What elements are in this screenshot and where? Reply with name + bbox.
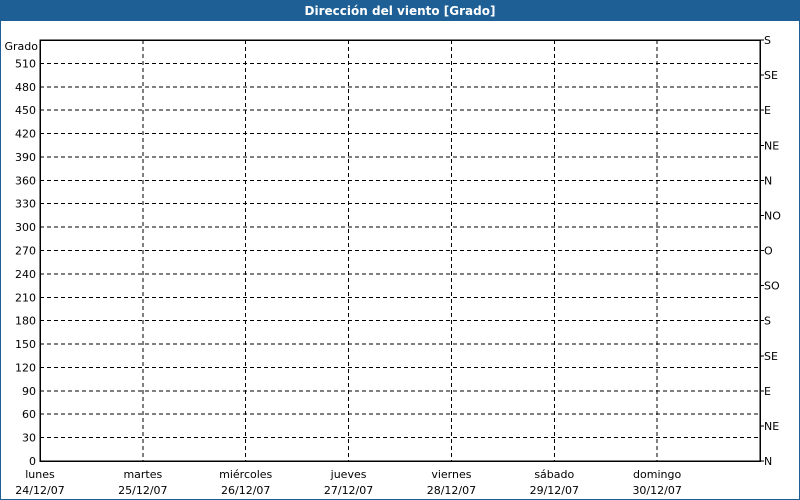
x-tick-date: 26/12/07 bbox=[221, 484, 270, 497]
y-tick-label: 420 bbox=[15, 128, 36, 141]
y2-tick-label: NO bbox=[764, 209, 781, 222]
y-tick-label: 90 bbox=[22, 385, 36, 398]
y-tick-label: 0 bbox=[29, 455, 36, 468]
x-tick-date: 27/12/07 bbox=[324, 484, 373, 497]
y-tick-label: 150 bbox=[15, 338, 36, 351]
x-tick-day: lunes bbox=[25, 468, 55, 481]
y2-tick-label: S bbox=[764, 34, 771, 47]
x-tick-date: 30/12/07 bbox=[632, 484, 681, 497]
x-tick-day: domingo bbox=[633, 468, 681, 481]
y-tick-label: 330 bbox=[15, 198, 36, 211]
y-tick-label: 480 bbox=[15, 81, 36, 94]
y-tick-label: 210 bbox=[15, 291, 36, 304]
x-tick-date: 25/12/07 bbox=[118, 484, 167, 497]
y-tick-label: 60 bbox=[22, 408, 36, 421]
x-tick-day: sábado bbox=[534, 468, 574, 481]
x-tick-date: 24/12/07 bbox=[15, 484, 64, 497]
y-tick-label: 120 bbox=[15, 361, 36, 374]
y2-tick-label: NE bbox=[764, 420, 779, 433]
y-tick-label: 360 bbox=[15, 174, 36, 187]
y-tick-label: 450 bbox=[15, 104, 36, 117]
y2-tick-label: O bbox=[764, 245, 773, 258]
x-tick-date: 28/12/07 bbox=[427, 484, 476, 497]
y-tick-label: 30 bbox=[22, 432, 36, 445]
x-tick-day: miércoles bbox=[219, 468, 272, 481]
y-tick-label: 300 bbox=[15, 221, 36, 234]
y-tick-label: 510 bbox=[15, 57, 36, 70]
chart-title: Dirección del viento [Grado] bbox=[1, 1, 799, 21]
x-tick-date: 29/12/07 bbox=[530, 484, 579, 497]
y2-tick-label: E bbox=[764, 385, 771, 398]
y2-tick-label: N bbox=[764, 174, 772, 187]
y2-tick-label: NE bbox=[764, 139, 779, 152]
y2-tick-label: S bbox=[764, 315, 771, 328]
x-tick-day: martes bbox=[123, 468, 162, 481]
y-tick-label: 180 bbox=[15, 315, 36, 328]
y-tick-label: 270 bbox=[15, 245, 36, 258]
y-tick-label: 390 bbox=[15, 151, 36, 164]
y2-tick-label: SO bbox=[764, 280, 780, 293]
y2-tick-label: SE bbox=[764, 69, 778, 82]
x-tick-day: jueves bbox=[330, 468, 367, 481]
y2-tick-label: SE bbox=[764, 350, 778, 363]
y-axis-label: Grado bbox=[5, 40, 39, 53]
y2-tick-label: N bbox=[764, 455, 772, 468]
plot-area bbox=[39, 39, 761, 462]
y-tick-label: 240 bbox=[15, 268, 36, 281]
x-tick-day: viernes bbox=[431, 468, 471, 481]
y2-tick-label: E bbox=[764, 104, 771, 117]
